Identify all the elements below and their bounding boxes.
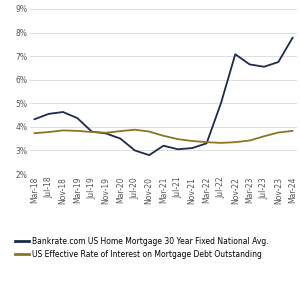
Legend: Bankrate.com US Home Mortgage 30 Year Fixed National Avg., US Effective Rate of : Bankrate.com US Home Mortgage 30 Year Fi… — [15, 237, 268, 259]
